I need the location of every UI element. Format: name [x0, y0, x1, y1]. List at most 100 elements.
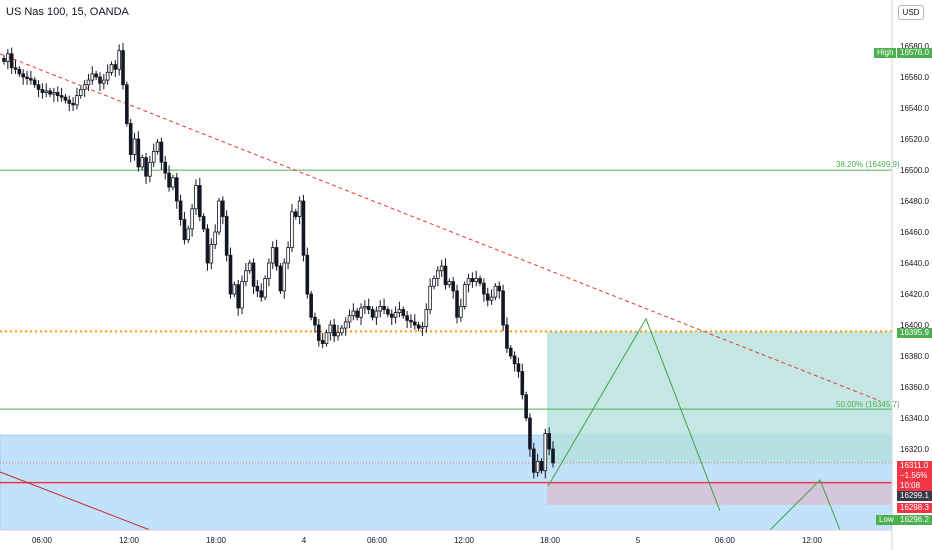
candle-body-54	[209, 243, 214, 264]
candle-body-136	[524, 394, 528, 419]
y-tick-13: 16320.0	[900, 445, 929, 454]
x-tick-9: 12:00	[802, 536, 823, 545]
candle-body-13	[52, 92, 56, 95]
candle-body-58	[224, 216, 229, 256]
fib-382-label: 38.20% (16499.9)	[836, 160, 900, 169]
candle-body-104	[401, 309, 406, 317]
candle-body-79	[305, 254, 310, 295]
candle-body-120	[462, 284, 467, 307]
candle-body-138	[532, 448, 536, 473]
low-price-label: 16296.2	[897, 515, 932, 525]
candle-body-33	[128, 123, 133, 155]
candle-body-142	[547, 433, 551, 450]
candle-body-53	[205, 228, 210, 264]
candle-body-37	[144, 157, 148, 177]
candle-body-17	[67, 99, 72, 104]
candle-body-85	[328, 324, 333, 334]
candle-body-42	[163, 161, 168, 174]
candle-body-9	[36, 84, 41, 90]
candle-body-101	[389, 313, 394, 318]
candle-body-71	[274, 247, 279, 267]
candle-body-6	[25, 76, 29, 79]
candle-body-24	[94, 73, 98, 78]
y-tick-4: 16500.0	[900, 166, 929, 175]
candle-body-143	[551, 448, 555, 464]
candle-body-50	[194, 185, 198, 210]
candle-body-134	[516, 363, 521, 372]
y-tick-5: 16480.0	[900, 197, 929, 206]
candle-body-20	[78, 89, 83, 97]
dotted-level-label: 16395.9	[897, 328, 932, 338]
candle-body-129	[497, 285, 502, 292]
projection-path-2	[769, 479, 841, 531]
y-tick-8: 16420.0	[900, 290, 929, 299]
candle-body-95	[366, 305, 371, 310]
candle-body-35	[136, 138, 141, 168]
candle-body-127	[489, 296, 494, 301]
projection-path-1	[547, 317, 721, 512]
candle-body-81	[313, 316, 317, 326]
candle-body-59	[228, 254, 233, 295]
candle-body-97	[374, 310, 379, 318]
candle-body-92	[355, 310, 360, 318]
candle-body-87	[336, 332, 340, 337]
candle-body-105	[405, 315, 409, 321]
candle-body-122	[470, 278, 475, 282]
candle-body-57	[221, 200, 225, 217]
candle-body-63	[244, 270, 248, 283]
candle-body-3	[13, 67, 18, 70]
x-tick-5: 12:00	[454, 536, 475, 545]
candle-body-29	[113, 64, 118, 70]
candle-body-132	[508, 347, 513, 357]
candle-body-115	[443, 265, 448, 286]
low-tag: Low	[876, 515, 897, 525]
candle-body-108	[416, 324, 421, 329]
candle-body-65	[251, 262, 256, 287]
candle-body-44	[171, 177, 175, 188]
candle-body-73	[282, 262, 287, 292]
candle-body-16	[63, 96, 68, 101]
price-change-label: −1.56%	[897, 471, 932, 481]
candle-body-32	[125, 84, 129, 124]
candle-body-128	[493, 285, 498, 298]
candle-body-43	[167, 172, 171, 188]
candle-body-114	[439, 265, 444, 272]
candle-body-121	[466, 278, 471, 286]
candle-body-4	[17, 68, 22, 75]
candle-body-0	[2, 58, 6, 62]
candle-body-28	[109, 64, 114, 73]
candle-body-133	[512, 355, 517, 365]
candle-body-31	[121, 50, 125, 86]
candle-body-39	[151, 150, 156, 163]
candle-body-11	[44, 90, 49, 93]
candle-body-98	[378, 305, 383, 312]
candle-body-12	[48, 90, 52, 95]
currency-button[interactable]: USD	[898, 5, 924, 20]
candle-body-139	[535, 460, 540, 473]
candle-body-68	[263, 278, 267, 298]
candle-body-64	[247, 262, 252, 272]
candle-body-66	[255, 285, 260, 292]
candle-body-124	[478, 278, 482, 284]
high-price-label: 16576.0	[897, 48, 932, 58]
candle-body-69	[267, 262, 271, 279]
candle-body-106	[409, 319, 413, 323]
candle-body-77	[297, 200, 302, 217]
candle-body-112	[432, 278, 436, 287]
candle-body-70	[270, 247, 275, 264]
current-price-label: 16311.0	[897, 461, 932, 471]
candle-body-123	[474, 278, 479, 282]
candle-body-74	[286, 247, 290, 264]
candle-body-90	[347, 315, 352, 323]
y-tick-12: 16340.0	[900, 414, 929, 423]
candle-body-62	[240, 281, 244, 309]
y-tick-7: 16440.0	[900, 259, 929, 268]
candle-body-102	[393, 312, 398, 318]
x-tick-2: 18:00	[206, 536, 227, 545]
candle-body-94	[363, 305, 367, 309]
x-tick-8: 06:00	[715, 536, 736, 545]
candle-body-137	[528, 417, 532, 450]
candle-body-40	[155, 141, 160, 152]
candle-body-91	[351, 310, 356, 317]
